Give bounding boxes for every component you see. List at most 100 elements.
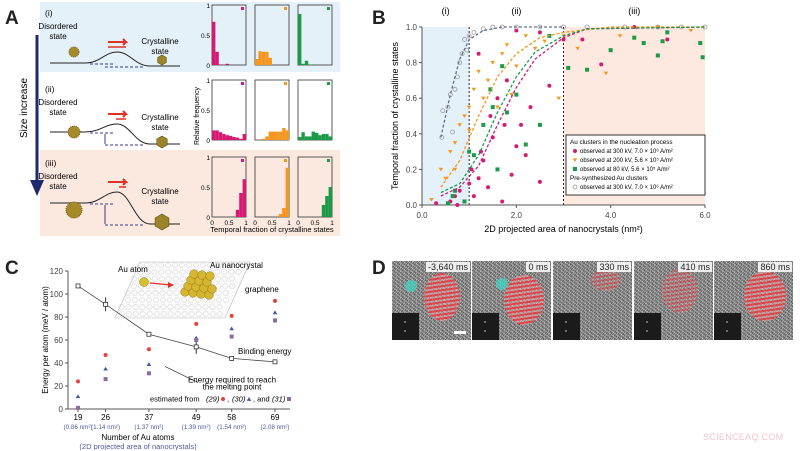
region-shade [469,27,564,205]
tem-frame: 330 ms [553,261,632,340]
data-point [500,199,505,204]
x-tick-sublabel: (1.37 nm²) [134,424,163,431]
graphene-hex [174,311,182,317]
graphene-hex [159,290,166,296]
data-point [537,122,542,127]
x-tick-label: 37 [144,413,153,422]
hist-xtick: 1 [244,220,248,227]
data-point [528,105,533,110]
data-point [502,122,507,127]
data-point [660,39,665,44]
histogram-bar [215,130,219,140]
graphene-hex [174,304,181,310]
x-tick-label: 0.0 [416,211,428,220]
data-point [523,142,528,147]
data-point [509,93,514,97]
graphene-hex [222,297,230,303]
histogram-bar [268,57,272,65]
series-points [445,30,705,206]
tem-frame: 410 ms [634,261,713,340]
data-point [495,167,500,172]
annotation-line-3: estimated from [150,395,200,404]
histogram [254,79,290,141]
graphene-hex [220,262,228,268]
histogram-bar [278,214,283,217]
size-increase-arrowhead [30,180,44,196]
crystalline-state-label: state [151,47,169,56]
graphene-hex [138,297,146,303]
hist-xtick: 0.5 [224,220,233,227]
graphene-hex [185,262,193,268]
x-tick-sublabel: (2.08 nm²) [260,424,289,431]
graphene-hex [166,297,174,303]
inset-illustration: Au atom Au nanocrystal graphene [114,261,279,319]
graphene-hex [118,304,125,310]
data-point [450,194,455,199]
histogram-bar [308,136,312,140]
hist-ytick: 0 [206,138,210,145]
data-point [457,123,463,127]
legend-entry: observed at 300 kV, 7.0 × 10⁶ A/m² [580,184,673,191]
hist-xlabel: Temporal fraction of crystalline states [210,225,334,234]
y-tick-label: 0.2 [406,165,418,174]
graphene-hex [227,262,235,268]
melting-energy-point [229,313,234,318]
graphene-hex [136,262,144,268]
crystalline-state-label: Crystalline [141,187,179,196]
graphene-hex [145,290,152,296]
data-point [523,153,528,158]
data-point [476,176,481,181]
gold-atom-sphere [189,269,199,279]
data-point [509,172,514,177]
graphene-hex [222,290,229,296]
scale-bar [454,331,466,334]
graphene-hex [124,297,132,303]
series-marker-icon [327,159,330,162]
data-point [504,78,509,83]
data-point [556,96,562,101]
histogram: 00.51 [201,78,247,145]
histogram-bar [275,131,279,140]
x-axis-label: 2D projected area of nanocrystals (nm²) [484,224,643,234]
hist-xtick: 1 [287,220,291,227]
data-point [476,51,481,56]
melting-energy-point [273,298,277,303]
graphene-hex [130,276,138,282]
panel-label-c: C [5,258,19,279]
row-iii-background [40,150,340,236]
graphene-hex [214,269,221,275]
gold-atom-sphere [207,284,217,294]
histogram-bar [282,128,286,140]
binding-energy-label: Binding energy [238,347,291,356]
graphene-hex [160,311,168,317]
source-ref: (29) [206,395,220,404]
data-point [438,167,444,172]
crystalline-cluster-icon [157,54,167,66]
histogram-bar [325,196,329,217]
annotation-pointer [164,366,199,383]
data-point [462,37,467,42]
x-tick-sublabel: (1.54 nm²) [217,424,246,431]
histogram-bar [258,51,262,65]
fit-curve [440,26,564,138]
histogram: 00.51 [201,3,247,70]
series-marker-icon [284,82,287,85]
data-point [485,78,491,83]
graphene-hex [234,262,242,268]
data-point [688,28,694,33]
crystalline-state-label: Crystalline [141,113,179,122]
y-tick-label: 20 [54,382,63,391]
histogram-bar [225,63,229,65]
data-point [471,153,476,158]
source-separator: , and [253,395,270,404]
histogram-bar [268,131,272,140]
histogram: 0 0.5 1 0 0.5 1 [201,155,248,227]
tem-frame: 0 ms [472,261,551,340]
data-point [448,150,453,154]
y-tick-label: 0.4 [406,130,418,139]
histogram-bar [325,134,329,140]
disordered-state-label: state [49,182,67,191]
data-point [469,167,474,172]
data-point [488,114,493,118]
